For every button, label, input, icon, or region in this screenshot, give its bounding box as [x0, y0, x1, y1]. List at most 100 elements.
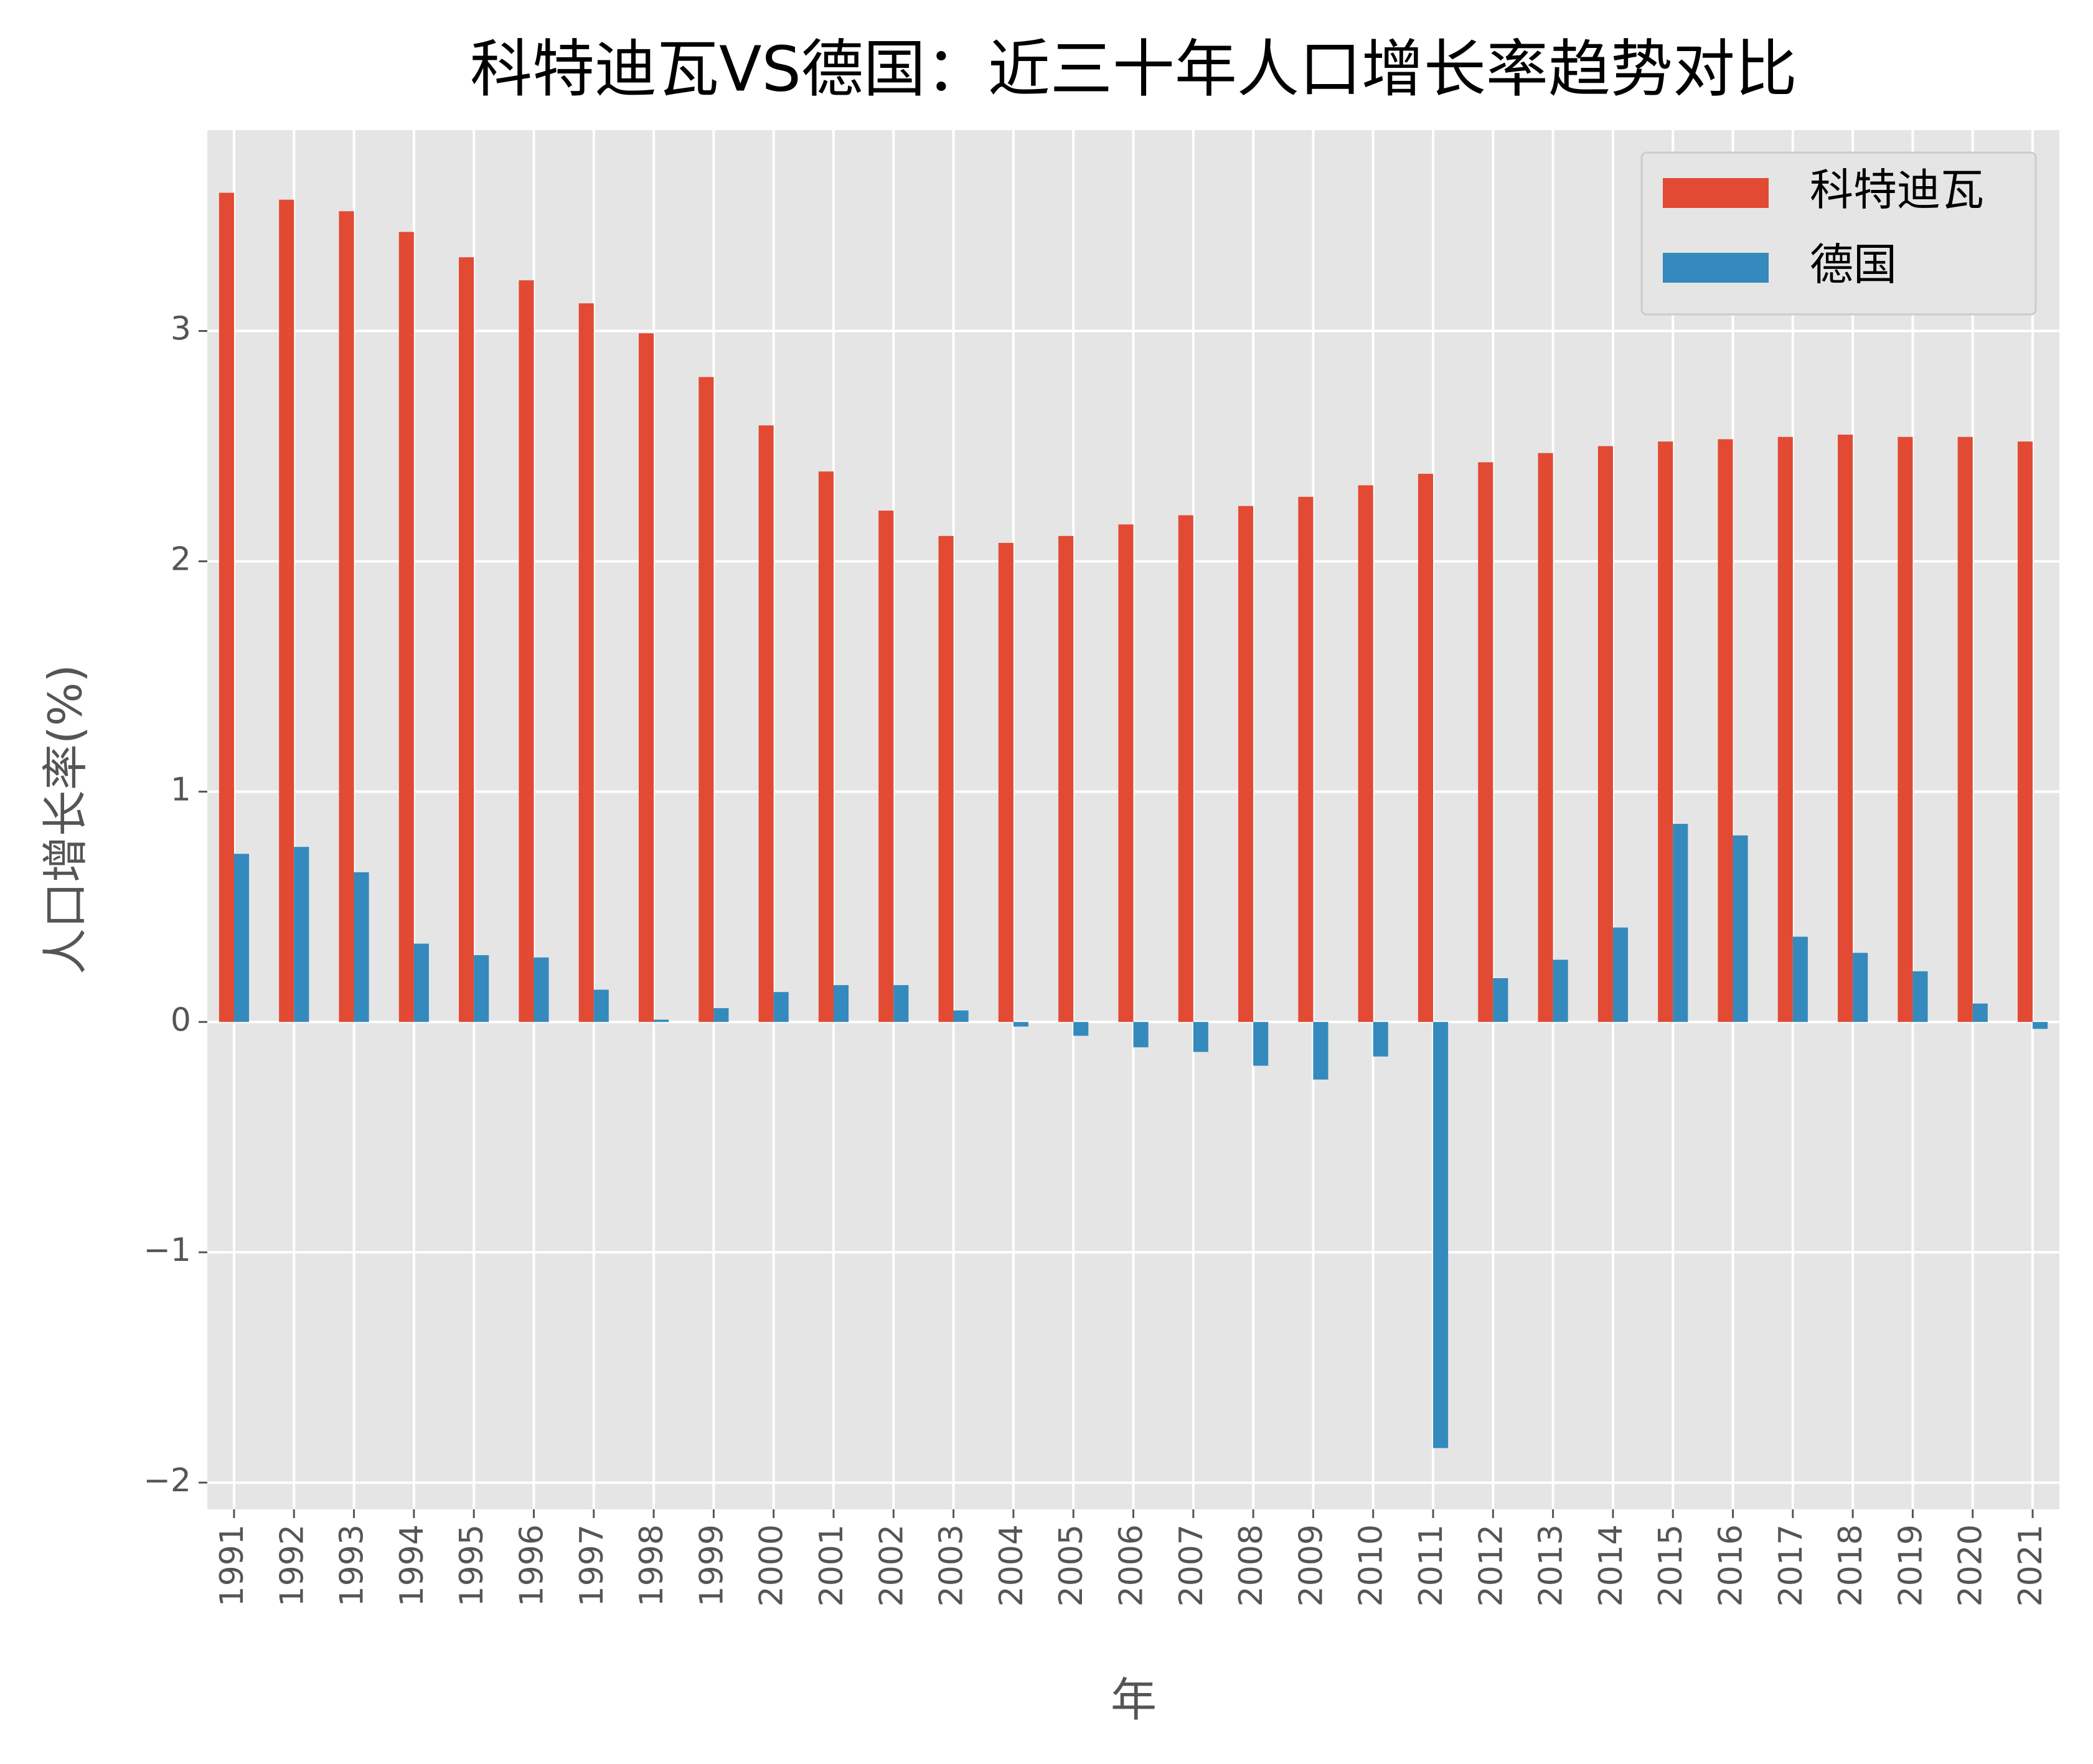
- bar: [354, 872, 369, 1022]
- bar: [1597, 446, 1613, 1022]
- bar: [474, 955, 489, 1022]
- chart-title: 科特迪瓦VS德国：近三十年人口增长率趋势对比: [470, 32, 1797, 105]
- bar: [1313, 1022, 1329, 1080]
- bar: [1538, 453, 1553, 1022]
- bar: [998, 542, 1014, 1022]
- bar: [1433, 1022, 1449, 1448]
- x-tick-label: 1993: [334, 1524, 371, 1606]
- y-tick-label: −2: [143, 1462, 191, 1499]
- bar: [233, 854, 250, 1022]
- x-tick-label: 2010: [1353, 1524, 1390, 1606]
- bar: [758, 425, 774, 1022]
- x-tick-label: 2017: [1772, 1524, 1810, 1606]
- bar: [2033, 1022, 2048, 1029]
- x-tick-label: 2018: [1832, 1524, 1870, 1606]
- bar: [818, 471, 834, 1022]
- bar: [698, 377, 714, 1022]
- bar: [398, 232, 414, 1022]
- x-tick-label: 2013: [1533, 1524, 1570, 1606]
- bar: [1838, 435, 1853, 1022]
- x-tick-label: 2009: [1292, 1524, 1330, 1606]
- bar: [893, 985, 909, 1022]
- bar: [938, 535, 954, 1022]
- bar: [1658, 441, 1673, 1022]
- x-tick-label: 2020: [1952, 1524, 1990, 1606]
- bar: [413, 943, 429, 1022]
- bar: [1912, 971, 1928, 1022]
- bar: [1238, 506, 1254, 1022]
- bar: [459, 257, 474, 1022]
- x-tick-label: 1992: [273, 1524, 311, 1606]
- bar: [1718, 439, 1733, 1022]
- bar: [219, 192, 234, 1022]
- bar: [878, 511, 894, 1022]
- y-tick-label: 1: [171, 771, 191, 808]
- bar: [1553, 960, 1568, 1022]
- bar: [953, 1010, 969, 1022]
- bar: [2017, 441, 2033, 1022]
- legend-swatch: [1663, 178, 1769, 208]
- bar: [638, 333, 654, 1022]
- x-tick-label: 1998: [633, 1524, 670, 1606]
- bar: [1358, 485, 1373, 1022]
- x-tick-label: 2021: [2012, 1524, 2049, 1606]
- x-tick-label: 1996: [513, 1524, 550, 1606]
- bar: [1193, 1022, 1208, 1052]
- bar: [294, 847, 309, 1022]
- legend-label: 科特迪瓦: [1810, 164, 1984, 215]
- bar: [1418, 473, 1434, 1022]
- x-tick-label: 2000: [753, 1524, 791, 1606]
- bar: [1373, 1022, 1388, 1057]
- x-tick-label: 2006: [1113, 1524, 1150, 1606]
- x-axis-label: 年: [1111, 1674, 1157, 1727]
- bar: [1957, 436, 1973, 1022]
- bar: [1972, 1003, 1988, 1022]
- bar: [654, 1019, 669, 1022]
- bar: [1178, 515, 1193, 1022]
- bar: [1298, 496, 1314, 1022]
- bar: [1898, 436, 1913, 1022]
- x-tick-label: 2005: [1053, 1524, 1090, 1606]
- x-tick-label: 2004: [993, 1524, 1030, 1606]
- bar: [833, 985, 849, 1022]
- x-tick-label: 1997: [573, 1524, 611, 1606]
- x-tick-label: 2002: [873, 1524, 910, 1606]
- bar: [1013, 1022, 1028, 1027]
- bar: [773, 992, 789, 1022]
- bar: [1073, 1022, 1089, 1036]
- legend-label: 德国: [1810, 239, 1897, 290]
- bar: [339, 211, 354, 1022]
- bar: [1612, 927, 1629, 1022]
- x-tick-label: 1999: [693, 1524, 730, 1606]
- bar: [534, 957, 549, 1022]
- bar: [593, 989, 609, 1022]
- x-tick-label: 2011: [1413, 1524, 1450, 1606]
- bar: [1733, 835, 1748, 1022]
- bar: [1253, 1022, 1269, 1066]
- x-tick-label: 2014: [1592, 1524, 1630, 1606]
- bar: [1792, 936, 1808, 1022]
- x-tick-label: 2003: [933, 1524, 971, 1606]
- y-axis-label: 人口增长率(%): [39, 664, 93, 974]
- legend-swatch: [1663, 253, 1769, 283]
- x-tick-label: 2001: [813, 1524, 850, 1606]
- bar: [519, 280, 534, 1022]
- x-tick-label: 2016: [1713, 1524, 1750, 1606]
- x-tick-label: 2008: [1233, 1524, 1270, 1606]
- x-tick-label: 2015: [1652, 1524, 1690, 1606]
- bar: [1853, 953, 1868, 1022]
- x-tick-label: 2019: [1892, 1524, 1929, 1606]
- bar: [578, 303, 594, 1022]
- bar: [279, 199, 294, 1022]
- bar: [1673, 824, 1688, 1022]
- bar: [1058, 535, 1074, 1022]
- bar: [1133, 1022, 1149, 1047]
- bar: [1478, 462, 1493, 1022]
- y-tick-label: −1: [143, 1232, 191, 1269]
- x-tick-label: 1995: [453, 1524, 491, 1606]
- x-tick-label: 1994: [393, 1524, 431, 1606]
- x-tick-label: 2007: [1173, 1524, 1210, 1606]
- y-tick-label: 2: [171, 540, 191, 578]
- bar: [1118, 524, 1134, 1022]
